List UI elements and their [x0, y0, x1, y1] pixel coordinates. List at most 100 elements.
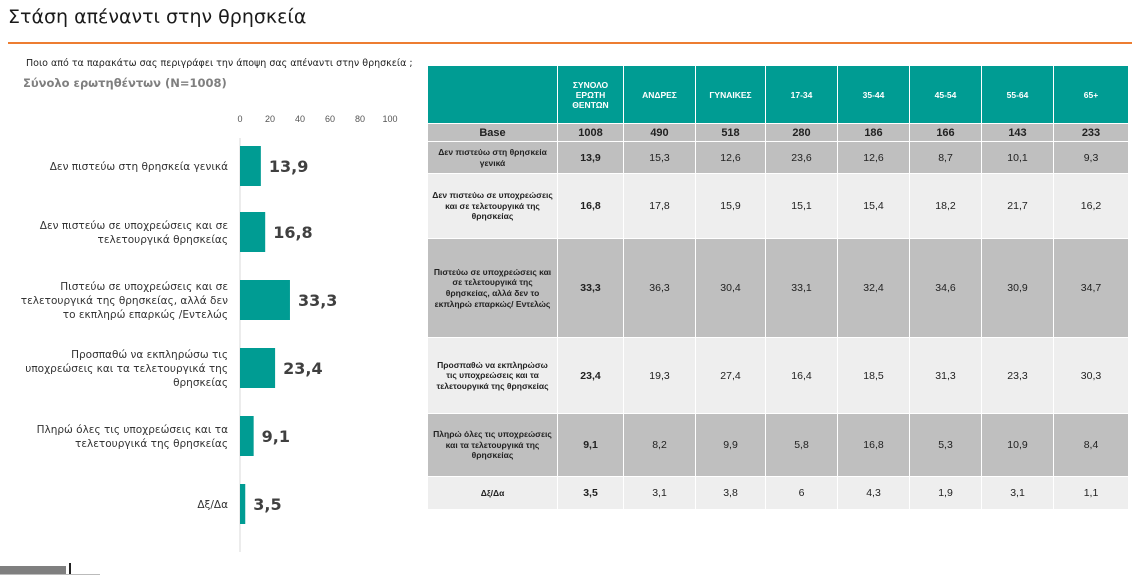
category-label: τελετουργικά της θρησκείας, αλλά δεν: [21, 295, 228, 307]
category-label: θρησκείας: [173, 377, 228, 389]
table-cell: 16,8: [837, 413, 910, 477]
table-cell: 1,9: [909, 476, 982, 510]
category-label: Δεν πιστεύω σε υποχρεώσεις και σε: [40, 220, 228, 232]
table-cell: 15,1: [765, 173, 838, 239]
table-cell: 6: [765, 476, 838, 510]
footer-rule: [0, 574, 100, 575]
table-cell: 15,9: [695, 173, 766, 239]
footer-marker: [69, 563, 71, 575]
table-cell: 280: [765, 123, 838, 142]
table-cell: 18,5: [837, 337, 910, 414]
table-cell: 19,3: [623, 337, 696, 414]
table-cell: 9,9: [695, 413, 766, 477]
table-cell: 30,3: [1053, 337, 1129, 414]
table-cell: 8,4: [1053, 413, 1129, 477]
table-cell: 9,3: [1053, 141, 1129, 174]
table-row: Πληρώ όλες τις υποχρεώσεις και τα τελετο…: [427, 413, 1129, 477]
table-cell: 23,6: [765, 141, 838, 174]
bar: [240, 146, 261, 186]
footer-bar: [0, 566, 66, 574]
table-cell: 186: [837, 123, 910, 142]
bar-value-label: 3,5: [253, 495, 281, 514]
table-header-cell: ΣΥΝΟΛΟ ΕΡΩΤΗ ΘΕΝΤΩΝ: [557, 65, 624, 124]
table-header-cell: ΑΝΔΡΕΣ: [623, 65, 696, 124]
bar-chart: 0 20 40 60 80 100 13,9 Δεν πιστεύω στη θρησκεία…: [21, 114, 398, 552]
table-cell: 21,7: [981, 173, 1054, 239]
table-header-cell: 55-64: [981, 65, 1054, 124]
table-cell: 3,5: [557, 476, 624, 510]
table-cell: 17,8: [623, 173, 696, 239]
category-label: τελετουργικά θρησκείας: [98, 234, 229, 246]
table-header-cell: 45-54: [909, 65, 982, 124]
table-cell: 233: [1053, 123, 1129, 142]
table-cell: 34,7: [1053, 238, 1129, 338]
x-tick-label: 60: [325, 114, 335, 124]
table-cell: 3,8: [695, 476, 766, 510]
table-row-label: Δεν πιστεύω σε υποχρεώσεις και σε τελετο…: [427, 173, 558, 239]
table-cell: 3,1: [981, 476, 1054, 510]
table-cell: 31,3: [909, 337, 982, 414]
category-label: το εκπληρώ επαρκώς /Εντελώς: [63, 309, 228, 321]
table-cell: 8,2: [623, 413, 696, 477]
bar: [240, 416, 254, 456]
table-header-corner: [427, 65, 558, 124]
category-label: Πιστεύω σε υποχρεώσεις και σε: [60, 281, 228, 293]
bar-value-label: 33,3: [298, 291, 337, 310]
table-cell: 8,7: [909, 141, 982, 174]
question-text: Ποιο από τα παρακάτω σας περιγράφει την …: [26, 58, 413, 69]
x-tick-label: 20: [265, 114, 275, 124]
category-label: υποχρεώσεις και τα τελετουργικά της: [25, 363, 228, 375]
category-label: Πληρώ όλες τις υποχρεώσεις και τα: [37, 424, 228, 436]
table-cell: 12,6: [695, 141, 766, 174]
table-cell: 15,4: [837, 173, 910, 239]
page-title: Στάση απέναντι στην θρησκεία: [8, 6, 307, 28]
table-row: Δεν πιστεύω στη θρησκεία γενικά 13,9 15,…: [427, 141, 1129, 174]
table-cell: 23,3: [981, 337, 1054, 414]
table-cell: 15,3: [623, 141, 696, 174]
table-cell: 12,6: [837, 141, 910, 174]
table-cell: 5,8: [765, 413, 838, 477]
x-tick-label: 0: [237, 114, 242, 124]
base-label: Σύνολο ερωτηθέντων (N=1008): [23, 76, 227, 90]
table-cell: 1,1: [1053, 476, 1129, 510]
table-cell: 9,1: [557, 413, 624, 477]
table-cell: 18,2: [909, 173, 982, 239]
table-cell: 33,3: [557, 238, 624, 338]
table-row-label: Πληρώ όλες τις υποχρεώσεις και τα τελετο…: [427, 413, 558, 477]
bar: [240, 212, 266, 252]
category-label: Προσπαθώ να εκπληρώσω τις: [71, 349, 228, 361]
table-cell: 23,4: [557, 337, 624, 414]
table-cell: 16,2: [1053, 173, 1129, 239]
table-cell: 5,3: [909, 413, 982, 477]
table-cell: 10,9: [981, 413, 1054, 477]
bar-value-label: 23,4: [283, 359, 322, 378]
table-cell: 33,1: [765, 238, 838, 338]
table-cell: 36,3: [623, 238, 696, 338]
table-cell: 27,4: [695, 337, 766, 414]
table-header-row: ΣΥΝΟΛΟ ΕΡΩΤΗ ΘΕΝΤΩΝ ΑΝΔΡΕΣ ΓΥΝΑΙΚΕΣ 17-3…: [427, 65, 1129, 124]
table-row: Δξ/Δα 3,5 3,1 3,8 6 4,3 1,9 3,1 1,1: [427, 476, 1129, 510]
table-header-cell: 65+: [1053, 65, 1129, 124]
category-label: τελετουργικά της θρησκείας: [75, 438, 228, 450]
table-row-label: Δξ/Δα: [427, 476, 558, 510]
table-base-row: Base 1008 490 518 280 186 166 143 233: [427, 123, 1129, 142]
bar-value-label: 9,1: [262, 427, 290, 446]
bar: [240, 484, 246, 524]
table-row: Προσπαθώ να εκπληρώσω τις υποχρεώσεις κα…: [427, 337, 1129, 414]
table-row: Πιστεύω σε υποχρεώσεις και σε τελετουργι…: [427, 238, 1129, 338]
table-row-label: Base: [427, 123, 558, 142]
table-cell: 10,1: [981, 141, 1054, 174]
bar: [240, 348, 276, 388]
table-cell: 490: [623, 123, 696, 142]
table-cell: 32,4: [837, 238, 910, 338]
table-header-cell: 35-44: [837, 65, 910, 124]
table-cell: 1008: [557, 123, 624, 142]
table-cell: 16,8: [557, 173, 624, 239]
table-cell: 16,4: [765, 337, 838, 414]
table-cell: 166: [909, 123, 982, 142]
table-row: Δεν πιστεύω σε υποχρεώσεις και σε τελετο…: [427, 173, 1129, 239]
table-cell: 4,3: [837, 476, 910, 510]
crosstab-table: ΣΥΝΟΛΟ ΕΡΩΤΗ ΘΕΝΤΩΝ ΑΝΔΡΕΣ ΓΥΝΑΙΚΕΣ 17-3…: [427, 65, 1129, 510]
table-row-label: Δεν πιστεύω στη θρησκεία γενικά: [427, 141, 558, 174]
table-cell: 30,9: [981, 238, 1054, 338]
